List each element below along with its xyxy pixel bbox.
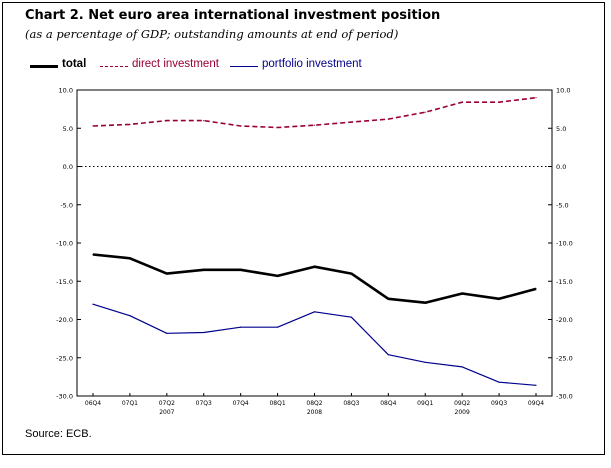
line-chart: 10.05.00.0-5.0-10.0-15.0-20.0-25.0-30.0 … — [56, 87, 573, 417]
legend-label-portfolio-investment: portfolio investment — [262, 58, 362, 70]
y-tick-label-left: 5.0 — [63, 125, 73, 133]
chart-frame — [2, 2, 605, 455]
data-point-direct-investment — [424, 111, 426, 113]
data-point-portfolio-investment — [166, 332, 168, 334]
y-tick-label-left: -10.0 — [56, 240, 73, 248]
data-point-portfolio-investment — [424, 361, 426, 363]
x-tick-label: 09Q2 — [454, 400, 470, 407]
data-point-portfolio-investment — [240, 326, 242, 328]
y-tick-label-right: 5.0 — [556, 125, 566, 133]
data-point-direct-investment — [535, 97, 537, 99]
x-tick-label: 08Q1 — [269, 400, 285, 407]
x-tick-label: 07Q4 — [233, 400, 249, 407]
y-tick-label-right: 10.0 — [556, 87, 570, 95]
data-point-total — [92, 253, 94, 256]
x-year-label: 2009 — [455, 409, 470, 416]
x-tick-label: 08Q3 — [343, 400, 359, 407]
data-point-total — [535, 288, 537, 290]
data-point-total — [461, 292, 463, 295]
data-point-portfolio-investment — [129, 315, 131, 317]
y-tick-label-left: 10.0 — [59, 87, 73, 95]
y-tick-label-right: -15.0 — [556, 278, 573, 286]
y-tick-label-right: -25.0 — [556, 354, 573, 362]
y-tick-label-right: -30.0 — [556, 393, 573, 401]
legend: total direct investment portfolio invest… — [30, 58, 410, 74]
legend-swatch-total — [30, 65, 58, 68]
data-point-portfolio-investment — [387, 354, 389, 356]
series-line-portfolio-investment — [92, 303, 537, 386]
y-tick-label-right: 0.0 — [556, 163, 566, 171]
data-point-total — [350, 273, 353, 275]
x-axis: 06Q4 07Q1 07Q2 07Q3 07Q4 08Q1 08Q2 08Q3 08Q4 09Q1… — [85, 393, 544, 416]
series-line-direct-investment — [92, 96, 537, 129]
series-layer — [92, 96, 537, 386]
legend-swatch-portfolio-investment — [230, 66, 258, 67]
x-tick-label: 09Q1 — [417, 400, 433, 407]
y-tick-label-right: -5.0 — [556, 201, 569, 209]
x-tick-label: 07Q1 — [122, 400, 138, 407]
x-tick-label: 09Q3 — [491, 400, 507, 407]
x-tick-label: 09Q4 — [528, 400, 544, 407]
y-axis-right: 10.0 5.0 0.0 -5.0 -10.0 -15.0 -20.0 -25.0 -30.0 — [548, 87, 573, 401]
data-point-portfolio-investment — [92, 303, 94, 305]
data-point-portfolio-investment — [461, 366, 463, 368]
data-point-direct-investment — [313, 124, 316, 126]
data-point-direct-investment — [240, 125, 242, 127]
data-point-total — [240, 269, 242, 271]
y-tick-label-right: -10.0 — [556, 240, 573, 248]
data-point-portfolio-investment — [203, 331, 205, 334]
chart-subtitle: (as a percentage of GDP; outstanding amo… — [25, 27, 399, 41]
data-point-direct-investment — [461, 101, 463, 103]
chart-title: Chart 2. Net euro area international inv… — [25, 8, 441, 23]
y-axis-left: 10.0 5.0 0.0 -5.0 -10.0 -15.0 -20.0 -25.0 -30.0 — [56, 87, 81, 401]
y-tick-label-left: 0.0 — [63, 163, 73, 171]
plot-area — [76, 89, 553, 397]
data-point-direct-investment — [276, 126, 279, 129]
data-point-total — [313, 266, 316, 268]
data-point-direct-investment — [498, 101, 500, 103]
legend-label-direct-investment: direct investment — [132, 58, 219, 70]
data-point-total — [203, 269, 205, 271]
data-point-direct-investment — [129, 123, 131, 126]
x-year-label: 2008 — [307, 409, 322, 416]
data-point-total — [166, 273, 168, 275]
series-line-total — [92, 253, 537, 304]
data-point-direct-investment — [350, 121, 353, 123]
data-point-portfolio-investment — [276, 326, 279, 328]
data-point-total — [387, 298, 389, 300]
y-tick-label-left: -30.0 — [56, 393, 73, 401]
data-point-portfolio-investment — [498, 381, 500, 383]
legend-swatch-direct-investment — [100, 66, 128, 67]
data-point-direct-investment — [92, 125, 94, 127]
data-point-portfolio-investment — [350, 316, 353, 318]
x-tick-label: 07Q2 — [159, 400, 175, 407]
y-tick-label-left: -5.0 — [60, 201, 73, 209]
data-point-total — [498, 298, 500, 300]
data-point-total — [276, 275, 279, 277]
x-tick-label: 06Q4 — [85, 400, 101, 407]
data-point-total — [129, 257, 131, 259]
x-tick-label: 07Q3 — [196, 400, 212, 407]
data-point-portfolio-investment — [535, 384, 537, 386]
source-note: Source: ECB. — [25, 428, 92, 440]
data-point-total — [424, 302, 426, 304]
y-tick-label-left: -25.0 — [56, 354, 73, 362]
data-point-portfolio-investment — [313, 311, 316, 313]
y-tick-label-left: -15.0 — [56, 278, 73, 286]
y-tick-label-right: -20.0 — [556, 316, 573, 324]
data-point-direct-investment — [203, 120, 205, 122]
x-tick-label: 08Q4 — [380, 400, 396, 407]
x-year-label: 2007 — [159, 409, 174, 416]
data-point-direct-investment — [387, 118, 389, 120]
y-tick-label-left: -20.0 — [56, 316, 73, 324]
legend-label-total: total — [62, 58, 87, 70]
x-tick-label: 08Q2 — [306, 400, 322, 407]
data-point-direct-investment — [166, 120, 168, 122]
